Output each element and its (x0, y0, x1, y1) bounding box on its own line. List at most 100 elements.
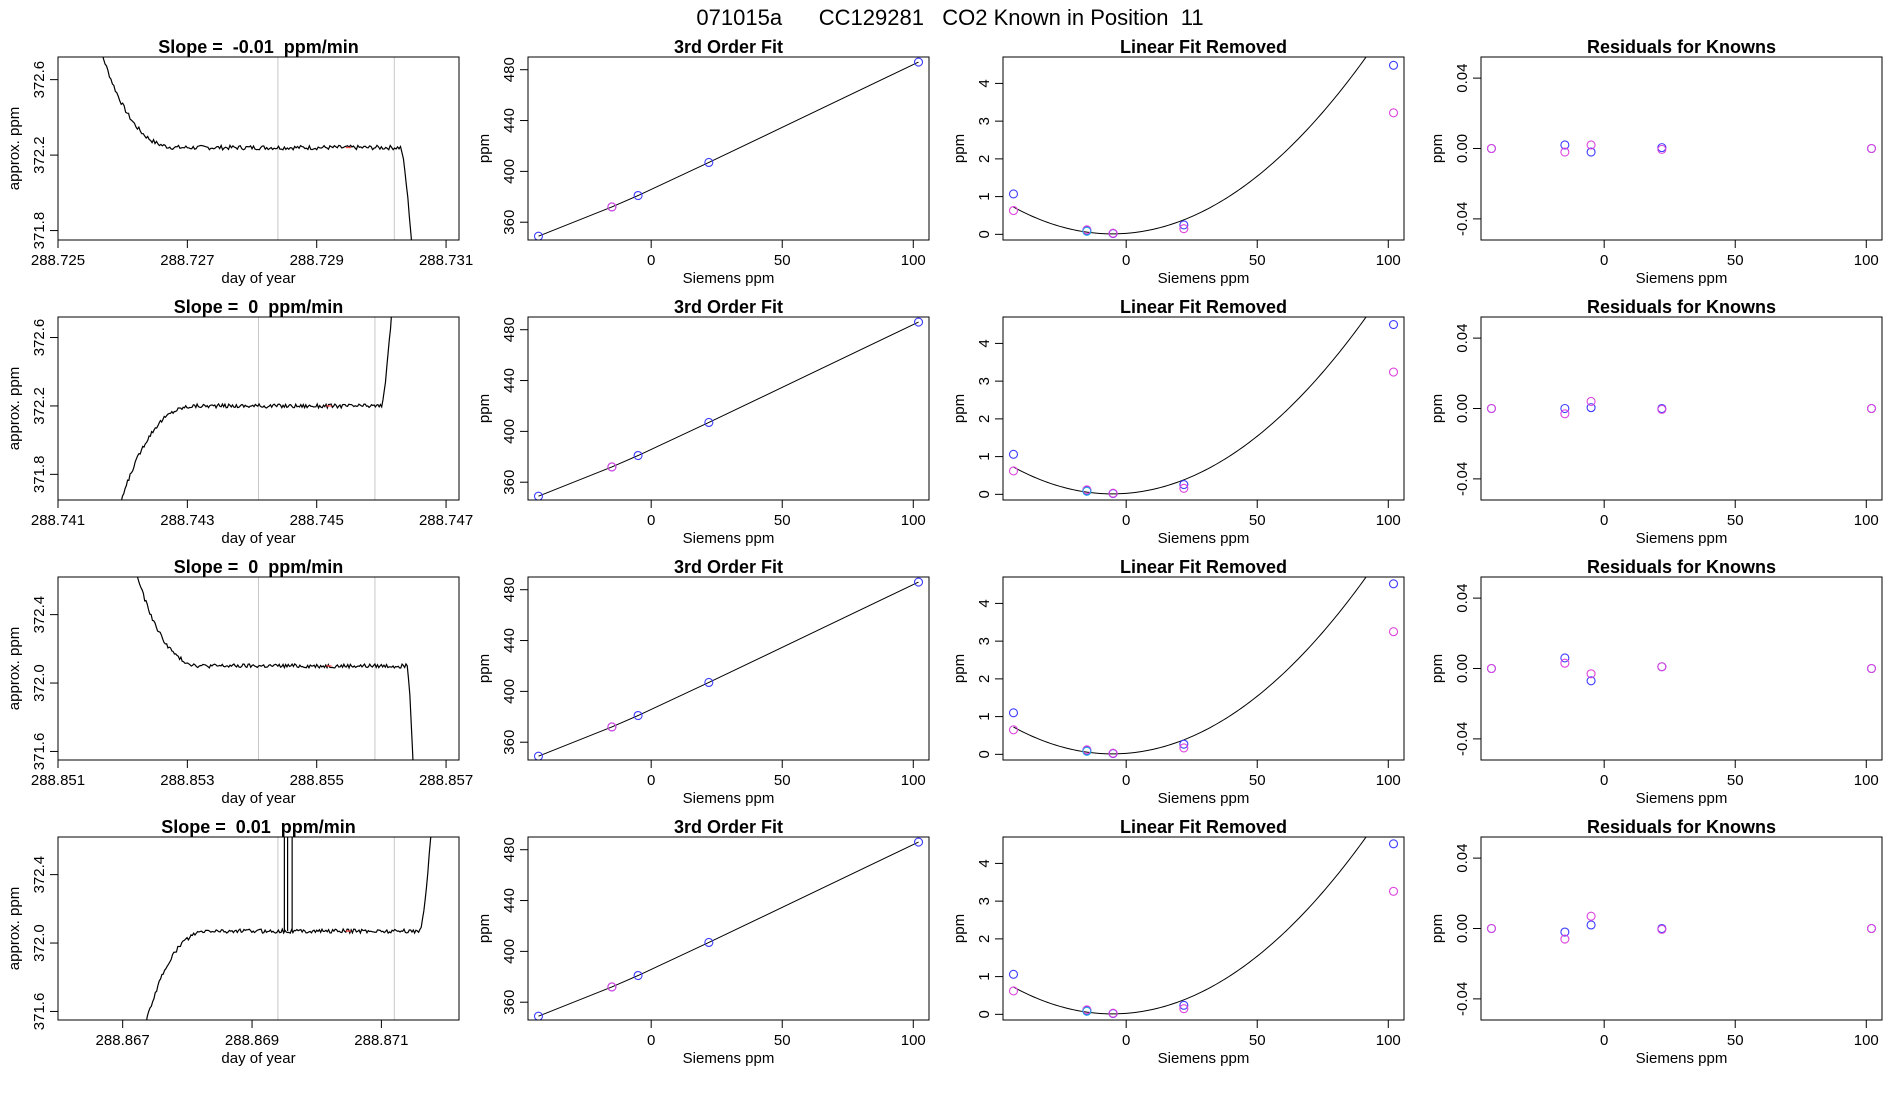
panel-trace-row-4: Slope = 0.01 ppm/min 288.867 288.869 288.87… (6, 817, 460, 1067)
plot-frame (1480, 316, 1883, 501)
y-axis-label: approx. ppm (6, 627, 23, 710)
panel-linear-removed-row-3: Linear Fit Removed 0 50 100 0 1 2 3 4 Siemens ppm… (951, 557, 1405, 807)
y-tick-label: 360 (501, 990, 518, 1015)
data-point (1179, 743, 1189, 753)
data-point (1560, 140, 1570, 150)
y-tick-label: 372.2 (31, 136, 48, 174)
data-point (1560, 147, 1570, 157)
y-tick-label: 2 (976, 935, 993, 943)
x-tick-label: 288.871 (354, 1032, 408, 1049)
y-tick-label: 371.8 (31, 212, 48, 250)
y-axis-label: ppm (476, 654, 493, 683)
panel-title: Linear Fit Removed (1120, 297, 1287, 317)
data-point (1657, 924, 1667, 934)
x-tick-label: 100 (901, 512, 926, 529)
panel-linear-removed-row-2: Linear Fit Removed 0 50 100 0 1 2 3 4 Siemens ppm… (951, 297, 1405, 547)
y-tick-label: 2 (976, 155, 993, 163)
panel-title: Linear Fit Removed (1120, 557, 1287, 577)
x-tick-label: 50 (1727, 772, 1744, 789)
known-point (607, 462, 617, 472)
data-point (1586, 920, 1596, 930)
trace-line (136, 577, 414, 760)
x-tick-label: 288.743 (160, 512, 214, 529)
x-tick-label: 288.855 (290, 772, 344, 789)
data-point (1108, 748, 1118, 758)
panel-linear-removed-row-4: Linear Fit Removed 0 50 100 0 1 2 3 4 Siemens ppm… (951, 817, 1405, 1067)
y-tick-label: 0.04 (1454, 324, 1471, 353)
x-axis-label: Siemens ppm (683, 270, 775, 287)
x-axis-label: Siemens ppm (1158, 270, 1250, 287)
data-point (1657, 662, 1667, 672)
panel-residuals-row-2: Residuals for Knowns 0 50 100 -0.04 0.00 0.04 S… (1429, 297, 1883, 547)
data-point (1486, 663, 1497, 674)
panel-title: Slope = -0.01 ppm/min (158, 37, 359, 57)
panel-fit-row-2: 3rd Order Fit 0 50 100 360 400 440 480 Siemens p… (476, 297, 930, 547)
x-tick-label: 100 (1854, 1032, 1879, 1049)
panel-trace-row-2: Slope = 0 ppm/min 288.741 288.743 288.745 28… (6, 297, 473, 547)
panel-residuals-row-3: Residuals for Knowns 0 50 100 -0.04 0.00 0.04 S… (1429, 557, 1883, 807)
data-point (1008, 986, 1019, 996)
data-point (1388, 886, 1399, 896)
y-axis-label: ppm (951, 394, 968, 423)
y-tick-label: 0.00 (1454, 914, 1471, 943)
known-point (607, 982, 617, 992)
y-tick-label: 480 (501, 57, 518, 82)
y-tick-label: 360 (501, 470, 518, 495)
x-tick-label: 50 (1249, 772, 1266, 789)
y-axis-label: ppm (1429, 654, 1446, 683)
x-tick-label: 288.747 (419, 512, 473, 529)
x-tick-label: 0 (647, 772, 655, 789)
data-point (1657, 404, 1667, 414)
plot-data (1486, 653, 1877, 686)
y-tick-label: 0.00 (1454, 134, 1471, 163)
panel-title: Slope = 0.01 ppm/min (161, 817, 356, 837)
x-tick-label: 100 (901, 772, 926, 789)
data-point (1586, 140, 1596, 150)
x-tick-label: 288.727 (160, 252, 214, 269)
panel-fit-row-3: 3rd Order Fit 0 50 100 360 400 440 480 Siemens p… (476, 557, 930, 807)
data-point (1179, 1004, 1189, 1014)
plot-data (1008, 577, 1399, 759)
plot-frame (1002, 836, 1405, 1021)
data-point (1657, 144, 1667, 154)
plot-data (136, 577, 414, 760)
y-tick-label: 400 (501, 679, 518, 704)
plot-frame (527, 56, 930, 241)
quadratic-curve (1013, 317, 1367, 495)
x-tick-label: 288.729 (290, 252, 344, 269)
x-axis-label: day of year (221, 1050, 295, 1067)
y-tick-label: 372.4 (31, 596, 48, 634)
data-point (1179, 220, 1189, 230)
y-tick-label: 0.04 (1454, 844, 1471, 873)
y-tick-label: 0.00 (1454, 394, 1471, 423)
y-tick-label: 400 (501, 159, 518, 184)
y-axis-label: approx. ppm (6, 367, 23, 450)
y-tick-label: 480 (501, 577, 518, 602)
x-tick-label: 0 (1600, 1032, 1608, 1049)
y-tick-label: 480 (501, 837, 518, 862)
data-point (1586, 669, 1596, 679)
data-point (1486, 923, 1497, 934)
data-point (1486, 143, 1497, 154)
y-tick-label: 372.4 (31, 856, 48, 894)
y-tick-label: 0.04 (1454, 584, 1471, 613)
fit-line (538, 321, 919, 497)
x-tick-label: 100 (1376, 252, 1401, 269)
plot-frame (527, 316, 930, 501)
plot-data (533, 577, 924, 760)
panel-title: Linear Fit Removed (1120, 37, 1287, 57)
y-tick-label: 2 (976, 675, 993, 683)
y-tick-label: -0.04 (1454, 462, 1471, 496)
x-axis-label: Siemens ppm (1636, 530, 1728, 547)
x-tick-label: 288.851 (31, 772, 85, 789)
x-tick-label: 0 (1122, 1032, 1130, 1049)
plot-data (1486, 140, 1877, 157)
panel-title: 3rd Order Fit (674, 817, 783, 837)
y-tick-label: 360 (501, 210, 518, 235)
y-tick-label: 3 (976, 637, 993, 645)
data-point (1008, 466, 1019, 476)
y-axis-label: ppm (476, 914, 493, 943)
known-point (913, 577, 924, 587)
quadratic-curve (1013, 577, 1367, 755)
data-point (1560, 653, 1570, 663)
